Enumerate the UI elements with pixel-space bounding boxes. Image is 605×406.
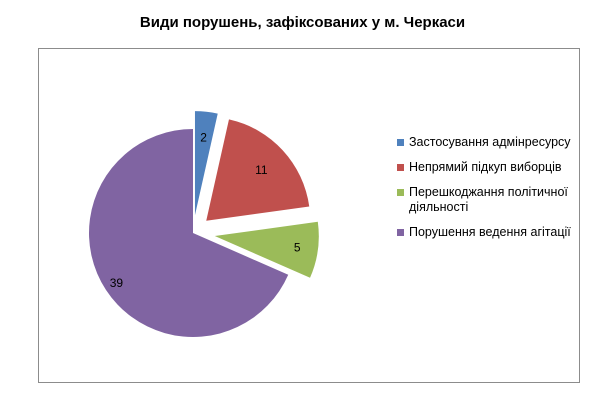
legend-label: Порушення ведення агітації [409, 225, 571, 239]
legend-item: Непрямий підкуп виборців [397, 160, 577, 175]
legend-swatch [397, 139, 404, 146]
legend-label: Непрямий підкуп виборців [409, 160, 562, 174]
legend-swatch [397, 229, 404, 236]
legend-item: Застосування адмінресурсу [397, 135, 577, 150]
slice-data-label: 2 [200, 131, 207, 145]
slice-data-label: 11 [255, 163, 268, 177]
legend-swatch [397, 189, 404, 196]
legend-label: Перешкоджання політичної діяльності [409, 185, 568, 214]
legend-item: Порушення ведення агітації [397, 225, 577, 240]
pie-slice [206, 119, 310, 221]
chart-legend: Застосування адмінресурсу Непрямий підку… [397, 135, 577, 250]
pie-slice [89, 129, 289, 337]
pie-slice [214, 221, 319, 278]
legend-swatch [397, 164, 404, 171]
pie-slice [194, 111, 218, 216]
legend-label: Застосування адмінресурсу [409, 135, 571, 149]
chart-title: Види порушень, зафіксованих у м. Черкаси [139, 14, 466, 31]
legend-item: Перешкоджання політичної діяльності [397, 185, 577, 215]
slice-data-label: 39 [110, 276, 124, 290]
chart-area-border [38, 48, 580, 383]
slice-data-label: 5 [294, 240, 301, 254]
